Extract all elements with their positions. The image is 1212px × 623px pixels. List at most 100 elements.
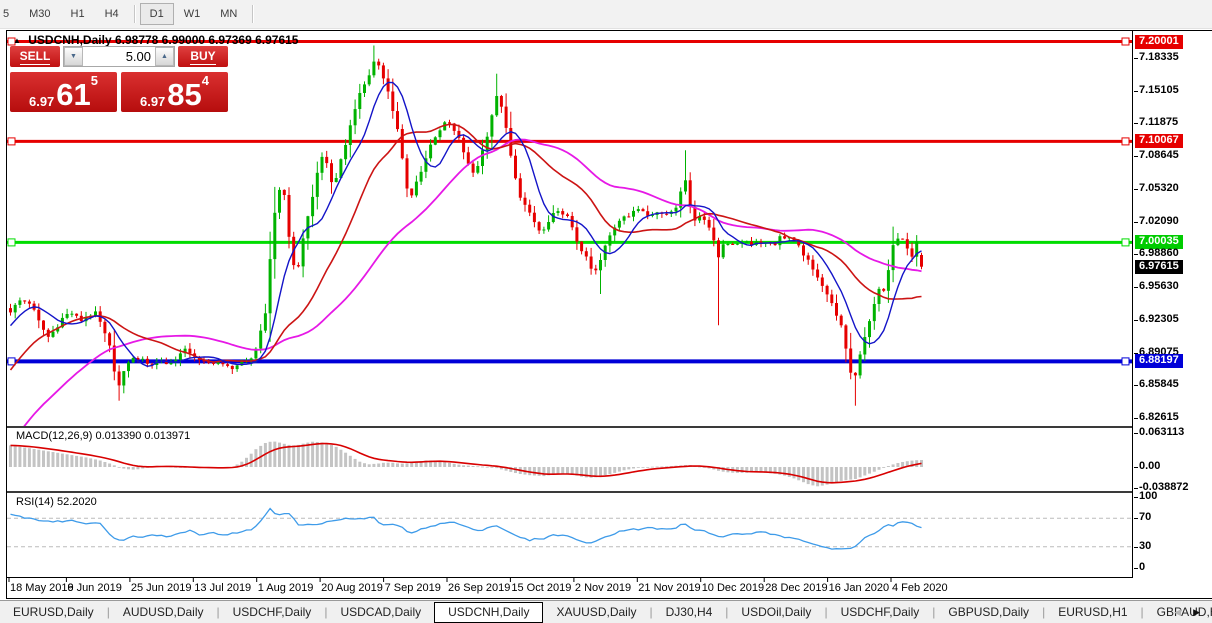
axis-tick [1134, 58, 1138, 60]
buy-price-prefix: 6.97 [139, 94, 166, 109]
timeframe-button-M30[interactable]: M30 [29, 8, 51, 20]
price-axis-label: -0.038872 [1139, 480, 1189, 493]
tab-USDCHF-Daily[interactable]: USDCHF,Daily [840, 604, 920, 619]
svg-text:15 Oct 2019: 15 Oct 2019 [511, 582, 571, 594]
axis-tick [1134, 487, 1138, 489]
chart-ohlc-values: 6.98778 6.99000 6.97369 6.97615 [114, 33, 299, 47]
tab-GBPUSD-Daily[interactable]: GBPUSD,Daily [948, 604, 1030, 619]
timeframe-button-H1[interactable]: H1 [70, 8, 85, 20]
arrow-up-icon: ▲ [161, 53, 168, 60]
buy-button[interactable]: BUY [178, 46, 228, 67]
svg-text:20 Aug 2019: 20 Aug 2019 [321, 582, 383, 594]
volume-increase-button[interactable]: ▲ [155, 47, 174, 66]
tab-USDCNH-Daily[interactable]: USDCNH,Daily [434, 601, 544, 623]
price-axis-label: 6.95630 [1139, 279, 1179, 292]
buy-price-pip: 4 [201, 73, 210, 88]
price-axis-label: 70 [1139, 511, 1152, 524]
price-axis-label: 7.11875 [1139, 116, 1179, 129]
timeframe-toolbar: 5 M30 H1 H4 D1 W1 MN [0, 0, 1212, 29]
scroll-left-icon[interactable]: ◀ [1174, 606, 1182, 617]
sell-button[interactable]: SELL [10, 46, 60, 67]
rsi-line [10, 507, 922, 550]
tab-separator: | [324, 605, 328, 619]
sell-price-prefix: 6.97 [28, 94, 55, 109]
tab-XAUUSD-Daily[interactable]: XAUUSD,Daily [556, 604, 637, 619]
axis-tick [1134, 90, 1138, 92]
panel-separators [7, 426, 1133, 578]
price-axis-label: 6.85845 [1139, 378, 1179, 391]
price-axis-label: 30 [1139, 539, 1152, 552]
tab-separator: | [824, 605, 828, 619]
tab-AUDUSD-Daily[interactable]: AUDUSD,Daily [122, 604, 204, 619]
timeframe-button-MN[interactable]: MN [220, 8, 238, 20]
price-axis-label: 6.82615 [1139, 410, 1179, 423]
axis-tick [1134, 189, 1138, 191]
price-level-label: 6.88197 [1135, 354, 1183, 369]
macd-signal-line [10, 442, 922, 484]
chart-tab-bar: EURUSD,Daily | AUDUSD,Daily | USDCHF,Daily | U… [0, 600, 1212, 623]
axis-tick [1134, 221, 1138, 223]
axis-tick [1134, 123, 1138, 125]
axis-tick [1134, 254, 1138, 256]
tab-separator: | [216, 605, 220, 619]
price-axis-label: 0.063113 [1139, 425, 1185, 438]
svg-text:2 Nov 2019: 2 Nov 2019 [575, 582, 631, 594]
axis-tick [1134, 518, 1138, 520]
price-axis-label: 6.98860 [1139, 247, 1179, 260]
svg-text:25 Jun 2019: 25 Jun 2019 [131, 582, 192, 594]
arrow-down-icon: ▼ [70, 53, 77, 60]
sell-price-main: 61 [56, 77, 91, 112]
svg-text:4 Feb 2020: 4 Feb 2020 [892, 582, 948, 594]
timeframe-button-D1[interactable]: D1 [139, 3, 174, 25]
axis-tick [1134, 320, 1138, 322]
ma-fast-line [9, 81, 922, 368]
axis-tick [1134, 568, 1138, 569]
tab-separator: | [649, 605, 653, 619]
buy-price-panel[interactable]: 6.97 85 4 [121, 72, 228, 112]
tab-USDOil-Daily[interactable]: USDOil,Daily [741, 604, 812, 619]
timeframe-button-H4[interactable]: H4 [104, 8, 119, 20]
tab-separator: | [725, 605, 729, 619]
volume-decrease-button[interactable]: ▼ [64, 47, 83, 66]
price-level-label: 6.97615 [1135, 259, 1183, 274]
sell-price-pip: 5 [90, 73, 99, 88]
axis-tick [1134, 432, 1138, 434]
volume-stepper: ▼ ▲ [63, 46, 175, 67]
volume-input[interactable] [83, 47, 155, 66]
tab-DJ30-H4[interactable]: DJ30,H4 [665, 604, 713, 619]
timeframe-button-5[interactable]: 5 [3, 8, 10, 20]
tab-EURUSD-H1[interactable]: EURUSD,H1 [1058, 604, 1128, 619]
candles [9, 45, 923, 406]
tab-USDCHF-Daily[interactable]: USDCHF,Daily [232, 604, 312, 619]
tab-scroll-controls: ◀ ▶ [1168, 601, 1206, 623]
timeframe-button-W1[interactable]: W1 [183, 8, 201, 20]
axis-tick [1134, 155, 1138, 157]
tab-separator: | [1140, 605, 1144, 619]
macd-histogram [9, 441, 923, 487]
price-level-label: 7.10067 [1135, 134, 1183, 149]
chart-window: 18 May 2019 6 Jun 2019 25 Jun 2019 13 Jul 2… [6, 30, 1212, 599]
axis-tick [1134, 352, 1138, 354]
svg-text:13 Jul 2019: 13 Jul 2019 [194, 582, 251, 594]
tab-EURUSD-Daily[interactable]: EURUSD,Daily [13, 604, 94, 619]
axis-tick [1134, 417, 1138, 419]
svg-text:18 May 2019: 18 May 2019 [10, 582, 74, 594]
tab-separator: | [932, 605, 936, 619]
sell-price-panel[interactable]: 6.97 61 5 [10, 72, 117, 112]
price-level-label: 7.00035 [1135, 235, 1183, 250]
tab-separator: | [1042, 605, 1046, 619]
tab-separator: | [106, 605, 110, 619]
svg-text:21 Nov 2019: 21 Nov 2019 [638, 582, 700, 594]
price-axis-label: 7.15105 [1139, 83, 1179, 96]
price-level-label: 7.20001 [1135, 34, 1183, 49]
axis-tick [1134, 286, 1138, 288]
price-axis-label: 0.00 [1139, 460, 1161, 472]
collapse-arrow-icon[interactable]: ▲ [13, 36, 21, 45]
tab-GBPAUD-H1[interactable]: GBPAUD,H1 [1156, 604, 1212, 619]
svg-text:16 Jan 2020: 16 Jan 2020 [829, 582, 890, 594]
scroll-right-icon[interactable]: ▶ [1193, 606, 1200, 617]
price-axis-label: 100 [1139, 490, 1158, 502]
tab-USDCAD-Daily[interactable]: USDCAD,Daily [340, 604, 422, 619]
